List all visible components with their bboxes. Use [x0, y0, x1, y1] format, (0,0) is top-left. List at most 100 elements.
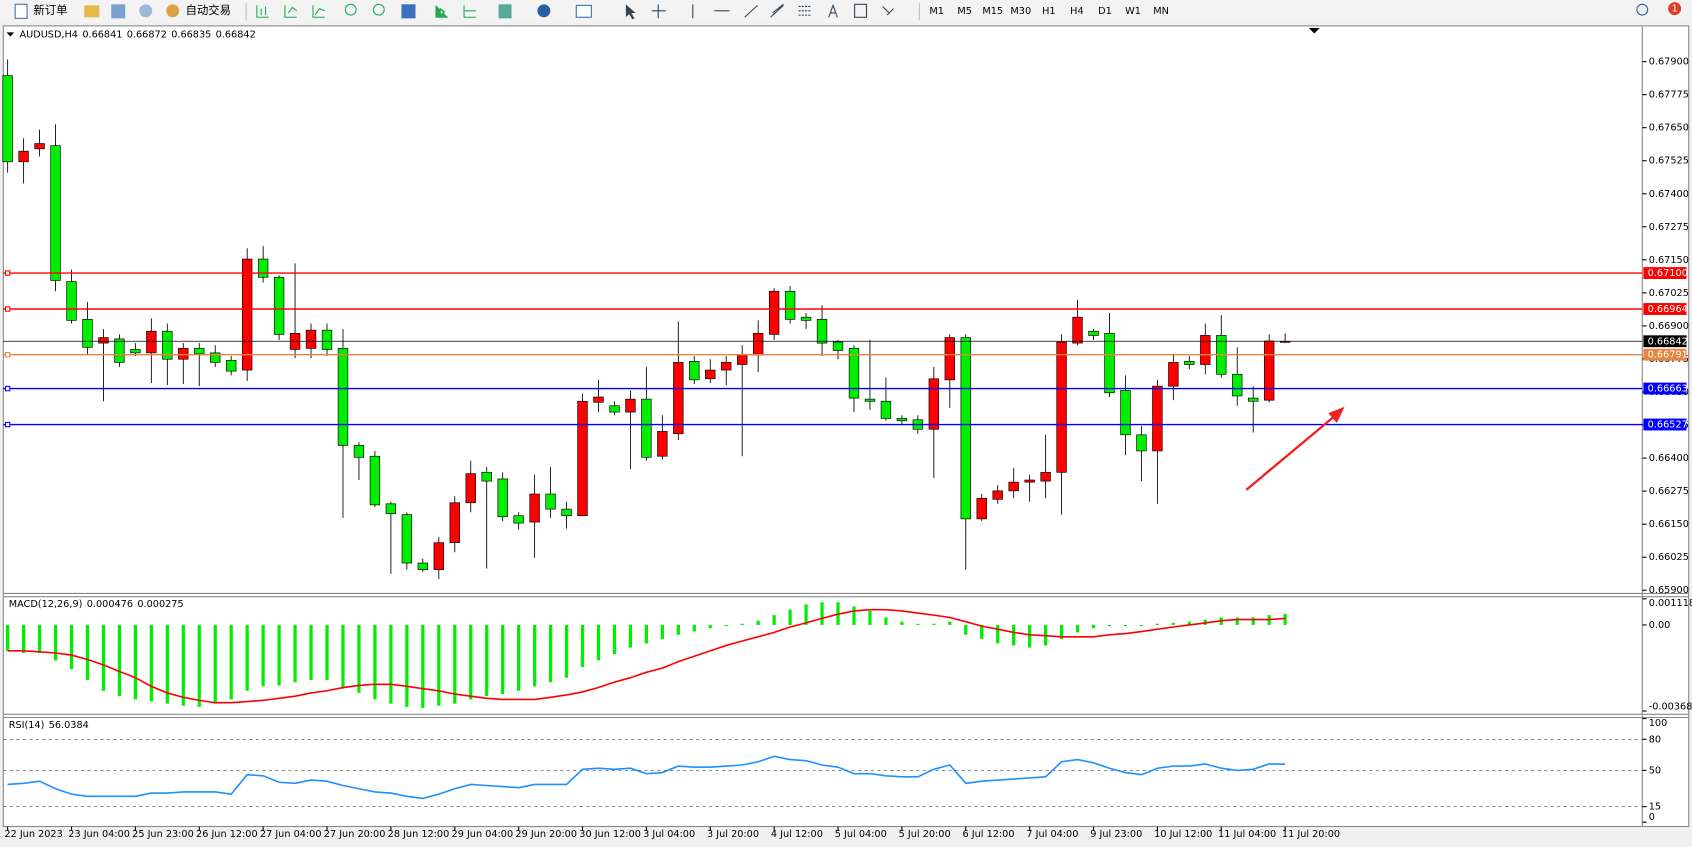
- histogram-bar: [1251, 617, 1255, 625]
- text-tool[interactable]: [828, 3, 838, 18]
- x-tick-label: 9 Jul 23:00: [1090, 829, 1142, 840]
- y-tick-label: 0.65900: [1649, 585, 1689, 596]
- level-label-bg: [1643, 418, 1687, 431]
- header-value: RSI(14): [9, 720, 45, 731]
- zoom-in[interactable]: [344, 3, 357, 16]
- timeframe-button[interactable]: M30: [1010, 6, 1031, 17]
- annotation-arrow: [1245, 412, 1339, 491]
- fibonacci[interactable]: [798, 5, 811, 16]
- candle-body: [305, 329, 317, 349]
- header-value: 0.66842: [216, 30, 256, 41]
- indicators[interactable]: [498, 4, 512, 19]
- icon-button[interactable]: [256, 5, 269, 18]
- timeframe-button[interactable]: MN: [1153, 6, 1169, 17]
- periods[interactable]: [537, 4, 551, 18]
- cursor[interactable]: [625, 4, 636, 20]
- histogram-bar: [1075, 624, 1080, 633]
- histogram-bar: [213, 624, 217, 704]
- zoom-out[interactable]: [372, 3, 385, 16]
- candle-body: [114, 338, 125, 363]
- candle-body: [98, 337, 109, 344]
- candle-body: [896, 418, 908, 422]
- symbol-menu[interactable]: [6, 32, 15, 37]
- icon-button[interactable]: [435, 5, 448, 18]
- level-label-bg: [1643, 382, 1687, 395]
- histogram-bar: [676, 624, 680, 635]
- histogram-bar: [1283, 613, 1287, 625]
- candle-body: [162, 330, 173, 360]
- candle-body: [178, 348, 189, 360]
- new-order-button[interactable]: 新订单: [14, 3, 68, 19]
- icon-button[interactable]: [84, 5, 100, 18]
- histogram-bar: [245, 624, 249, 691]
- candle-body: [1232, 373, 1243, 397]
- trendline[interactable]: [744, 4, 758, 18]
- timeframe-button[interactable]: H1: [1042, 6, 1055, 17]
- icon-button[interactable]: [312, 5, 326, 18]
- x-tick-label: 11 Jul 04:00: [1218, 829, 1276, 840]
- y-tick-label: 0.67150: [1649, 255, 1689, 266]
- crosshair[interactable]: [651, 4, 666, 19]
- icon-button[interactable]: [463, 5, 476, 18]
- timeframe-button[interactable]: M5: [957, 6, 972, 17]
- x-tick-label: 5 Jul 04:00: [835, 829, 887, 840]
- timeframe-button[interactable]: M1: [929, 6, 944, 17]
- histogram-bar: [548, 624, 553, 683]
- histogram-bar: [421, 624, 425, 709]
- histogram-bar: [868, 610, 872, 625]
- icon-button[interactable]: [111, 4, 126, 19]
- x-tick-label: 22 Jun 2023: [4, 829, 62, 840]
- indicator-line: [7, 755, 1286, 800]
- icon-button[interactable]: [284, 5, 298, 18]
- level-label: 0.66527: [1648, 420, 1688, 431]
- chart-shift-marker[interactable]: [1308, 28, 1320, 34]
- current-price-label: 0.66842: [1648, 336, 1688, 347]
- x-tick-label: 27 Jun 20:00: [324, 829, 386, 840]
- histogram-bar: [117, 624, 122, 697]
- icon-button[interactable]: [139, 4, 153, 18]
- histogram-bar: [197, 624, 201, 707]
- timeframe-button[interactable]: W1: [1125, 6, 1141, 17]
- histogram-bar: [229, 624, 233, 700]
- alerts-badge[interactable]: [1668, 2, 1682, 16]
- histogram-bar: [628, 624, 633, 648]
- histogram-bar: [6, 624, 10, 651]
- histogram-bar: [373, 624, 377, 700]
- candle-body: [497, 478, 508, 518]
- candle-body: [321, 329, 333, 350]
- candle-body: [561, 508, 572, 517]
- search[interactable]: [1636, 3, 1649, 16]
- candle-body: [832, 341, 844, 351]
- timeframe-button[interactable]: D1: [1098, 6, 1112, 17]
- histogram-bar: [804, 604, 808, 625]
- timeframe-button[interactable]: M15: [982, 6, 1003, 17]
- label-tool[interactable]: [854, 3, 868, 18]
- histogram-bar: [485, 624, 489, 697]
- candle-body: [976, 497, 987, 520]
- candle-body: [194, 348, 205, 355]
- histogram-bar: [1107, 624, 1112, 627]
- level-label-bg: [1643, 303, 1687, 315]
- auto-trading-button[interactable]: 自动交易: [166, 3, 231, 18]
- histogram-bar: [1059, 624, 1064, 639]
- header-value: 0.000275: [137, 599, 183, 610]
- tile-windows[interactable]: [401, 4, 416, 19]
- templates[interactable]: [575, 4, 592, 18]
- timeframe-button[interactable]: H4: [1070, 6, 1083, 17]
- candle-body: [1040, 472, 1051, 482]
- y-tick-label: -0.003687: [1649, 702, 1692, 713]
- histogram-bar: [996, 624, 1000, 644]
- histogram-bar: [1028, 624, 1032, 648]
- histogram-bar: [932, 623, 936, 625]
- level-label: 0.66663: [1648, 384, 1688, 395]
- arrows[interactable]: [882, 6, 894, 16]
- histogram-bar: [740, 623, 744, 625]
- candle-body: [50, 145, 61, 281]
- histogram-bar: [357, 624, 361, 693]
- histogram-bar: [69, 624, 74, 670]
- channel[interactable]: [770, 3, 784, 18]
- histogram-bar: [644, 624, 649, 644]
- header-value: 0.66872: [127, 30, 167, 41]
- button-label: 新订单: [34, 3, 68, 17]
- y-tick-label: 0.66150: [1649, 519, 1689, 530]
